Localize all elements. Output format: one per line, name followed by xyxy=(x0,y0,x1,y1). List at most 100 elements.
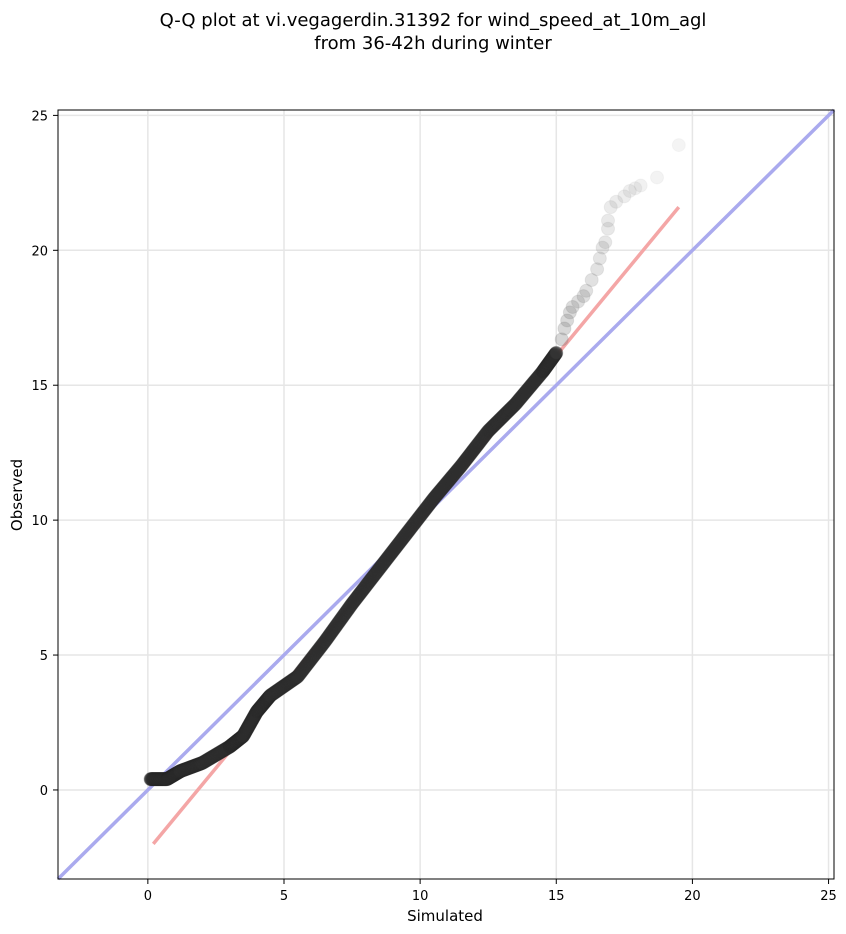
qq-point xyxy=(521,381,536,396)
qq-point xyxy=(449,464,464,479)
qq-point xyxy=(444,470,459,485)
qq-point xyxy=(225,737,240,752)
qq-point xyxy=(543,353,558,368)
qq-point xyxy=(543,354,558,369)
qq-point xyxy=(315,638,330,653)
qq-tail-point xyxy=(603,200,618,215)
qq-point xyxy=(264,688,279,703)
qq-point xyxy=(178,762,193,777)
qq-point xyxy=(446,468,461,483)
qq-point xyxy=(230,733,245,748)
qq-point xyxy=(369,565,384,580)
qq-point xyxy=(455,457,470,472)
qq-point xyxy=(321,628,336,643)
qq-point xyxy=(152,772,167,787)
qq-point xyxy=(546,349,561,364)
qq-point xyxy=(420,499,435,514)
qq-tail-point xyxy=(601,221,616,236)
qq-point xyxy=(286,672,301,687)
qq-point xyxy=(350,589,365,604)
qq-point xyxy=(524,378,539,393)
qq-point xyxy=(162,770,177,785)
qq-point xyxy=(171,765,186,780)
qq-point xyxy=(492,412,507,427)
qq-point xyxy=(170,765,185,780)
qq-point xyxy=(331,615,346,630)
qq-point xyxy=(153,772,168,787)
qq-point xyxy=(239,722,254,737)
qq-point xyxy=(224,737,239,752)
qq-point xyxy=(295,663,310,678)
qq-point xyxy=(509,396,524,411)
qq-point xyxy=(447,466,462,481)
qq-point xyxy=(239,723,254,738)
qq-point xyxy=(232,731,247,746)
qq-point xyxy=(524,377,539,392)
qq-point xyxy=(323,626,338,641)
qq-point xyxy=(454,458,469,473)
qq-point xyxy=(529,372,544,387)
qq-point xyxy=(244,714,259,729)
qq-point xyxy=(335,610,350,625)
qq-point xyxy=(372,561,387,576)
qq-point xyxy=(462,447,477,462)
qq-point xyxy=(330,617,345,632)
qq-point xyxy=(255,697,270,712)
qq-point xyxy=(298,659,313,674)
qq-point xyxy=(229,734,244,749)
qq-point xyxy=(439,476,453,491)
qq-point xyxy=(511,393,526,408)
qq-point xyxy=(500,405,515,420)
qq-point xyxy=(222,739,237,754)
qq-point xyxy=(256,696,271,711)
qq-point xyxy=(207,748,222,763)
qq-point xyxy=(332,613,347,628)
qq-point xyxy=(306,648,321,663)
qq-point xyxy=(246,710,261,725)
qq-point xyxy=(183,760,198,775)
qq-point xyxy=(222,739,237,754)
qq-point xyxy=(213,745,228,760)
qq-point xyxy=(402,522,417,537)
qq-point xyxy=(519,384,534,399)
qq-point xyxy=(536,363,551,378)
qq-point xyxy=(294,665,309,680)
qq-point xyxy=(345,596,360,611)
qq-tail-point xyxy=(590,262,605,277)
qq-point xyxy=(399,526,414,541)
qq-point xyxy=(343,599,358,614)
qq-point xyxy=(274,680,289,695)
qq-point xyxy=(535,364,550,379)
qq-point xyxy=(509,395,524,410)
qq-point xyxy=(385,544,400,559)
qq-point xyxy=(527,374,542,389)
qq-point xyxy=(504,401,519,416)
qq-point xyxy=(209,747,224,762)
qq-point xyxy=(277,678,292,693)
qq-point xyxy=(453,459,468,474)
qq-point xyxy=(541,356,556,371)
qq-point xyxy=(195,755,210,770)
qq-point xyxy=(173,764,188,779)
qq-point xyxy=(482,422,497,437)
qq-point xyxy=(200,752,215,767)
qq-point xyxy=(311,643,326,658)
qq-point xyxy=(363,573,378,588)
qq-point xyxy=(160,771,175,786)
qq-point xyxy=(403,521,418,536)
qq-point xyxy=(160,771,175,786)
x-tick-label: 25 xyxy=(820,889,837,904)
qq-point xyxy=(514,389,529,404)
qq-point xyxy=(491,413,506,428)
qq-point xyxy=(248,707,263,722)
qq-point xyxy=(475,431,490,446)
qq-point xyxy=(422,496,437,511)
qq-point xyxy=(167,767,182,782)
qq-point xyxy=(538,361,553,376)
qq-point xyxy=(375,558,390,573)
qq-point xyxy=(319,632,334,647)
x-tick-label: 10 xyxy=(412,889,429,904)
qq-point xyxy=(174,763,189,778)
qq-point xyxy=(339,604,354,619)
qq-point xyxy=(259,692,274,707)
